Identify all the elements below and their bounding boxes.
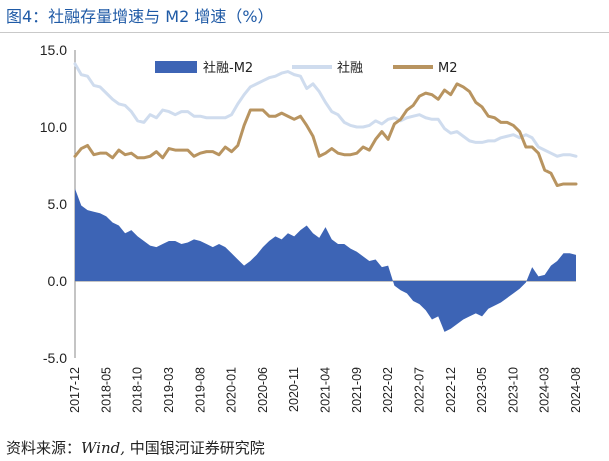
y-tick-label: 10.0	[40, 119, 67, 135]
legend: 社融-M2 社融 M2	[155, 60, 458, 76]
x-tick-label: 2019-08	[193, 367, 207, 413]
source-suffix: 中国银河证券研究院	[125, 439, 265, 457]
x-tick-label: 2022-12	[444, 367, 458, 413]
x-tick-label: 2022-07	[412, 367, 426, 413]
chart-marks	[73, 62, 578, 332]
y-tick-label: -5.0	[43, 350, 67, 366]
x-tick-label: 2018-05	[99, 367, 113, 413]
y-tick-label: 0.0	[48, 273, 68, 289]
legend-swatch-diff	[155, 61, 197, 73]
series-area-diff	[75, 188, 576, 332]
x-tick-label: 2020-01	[225, 367, 239, 413]
x-tick-label: 2023-05	[475, 367, 489, 413]
source-prefix: 资料来源：	[6, 439, 82, 457]
source-note: 资料来源：Wind, 中国银河证券研究院	[6, 437, 265, 458]
x-tick-label: 2019-03	[162, 367, 176, 413]
x-tick-label: 2020-11	[287, 367, 301, 412]
x-tick-label: 2024-03	[538, 367, 552, 413]
legend-label-tsf: 社融	[337, 60, 363, 76]
title-divider	[0, 32, 609, 33]
x-tick-label: 2021-09	[350, 367, 364, 413]
legend-label-m2: M2	[438, 61, 458, 76]
y-tick-label: 5.0	[48, 196, 68, 212]
figure-title: 图4：社融存量增速与 M2 增速（%）	[6, 7, 274, 26]
x-tick-label: 2024-08	[569, 367, 583, 413]
x-tick-label: 2020-06	[256, 367, 270, 413]
x-tick-label: 2017-12	[68, 367, 82, 413]
y-tick-label: 15.0	[40, 42, 67, 58]
x-tick-label: 2018-10	[131, 367, 145, 413]
series-line-tsf	[73, 62, 578, 158]
x-tick-label: 2022-02	[381, 367, 395, 413]
x-tick-label: 2021-04	[319, 367, 333, 413]
legend-label-diff: 社融-M2	[203, 60, 253, 76]
source-wind: Wind,	[81, 439, 125, 457]
x-tick-label: 2023-10	[506, 367, 520, 413]
series-line-m2	[73, 82, 578, 188]
